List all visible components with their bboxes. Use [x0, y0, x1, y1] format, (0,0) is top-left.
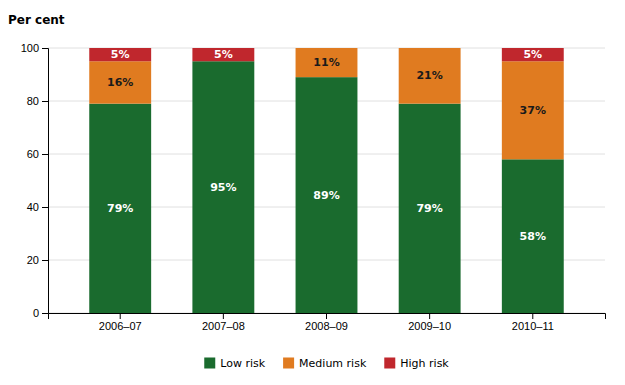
x-tick-mark	[120, 313, 121, 319]
bar-segment	[89, 61, 151, 103]
x-tick: 2007–08	[202, 313, 245, 332]
y-tick: 100	[21, 42, 48, 54]
x-tick-mark	[326, 313, 327, 319]
bar-segment	[192, 48, 254, 61]
bar-segment	[192, 61, 254, 313]
y-tick: 0	[33, 307, 48, 319]
bar-segment	[89, 48, 151, 61]
y-tick: 80	[27, 95, 48, 107]
legend-label: High risk	[400, 357, 449, 370]
bar-segment	[502, 48, 564, 61]
data-label: 16%	[107, 76, 133, 89]
x-tick-label: 2007–08	[202, 320, 245, 332]
data-label: 5%	[111, 48, 130, 61]
data-label: 79%	[416, 202, 442, 215]
y-tick-label: 40	[27, 201, 39, 213]
bar-segment	[89, 104, 151, 313]
bar-segment	[296, 77, 358, 313]
x-tick-label: 2010–11	[512, 320, 554, 332]
y-axis-line	[42, 49, 49, 314]
data-labels: 79% 95% 89% 79% 58% 16% 11% 21% 37% 5% 5% 5%	[107, 48, 546, 243]
x-tick: 2008–09	[305, 313, 348, 332]
y-tick-label: 20	[27, 254, 39, 266]
chart: 0 20 40 60 80 100 2006–07 2007–08 2008–09 2009–10…	[0, 0, 625, 385]
y-tick: 40	[27, 201, 48, 213]
data-label: 5%	[523, 48, 542, 61]
data-label: 95%	[210, 181, 236, 194]
plot: 0 20 40 60 80 100 2006–07 2007–08 2008–09 2009–10…	[21, 42, 606, 332]
bar-segment	[399, 48, 461, 49]
x-axis: 2006–07 2007–08 2008–09 2009–10 2010–11	[49, 313, 606, 332]
x-tick-mark	[429, 313, 430, 319]
x-tick: 2006–07	[99, 313, 142, 332]
legend-item: Low risk	[204, 357, 265, 370]
y-tick-mark	[42, 101, 48, 102]
data-label: 37%	[520, 104, 546, 117]
y-tick-mark	[42, 260, 48, 261]
y-tick: 60	[27, 148, 48, 160]
bars	[89, 48, 563, 313]
legend-label: Low risk	[220, 357, 265, 370]
y-tick: 20	[27, 254, 48, 266]
legend-item: High risk	[384, 357, 449, 370]
y-tick-mark	[42, 207, 48, 208]
series	[89, 48, 563, 159]
y-tick-label: 0	[33, 307, 39, 319]
x-axis-line	[49, 314, 606, 320]
bar-segment	[296, 48, 358, 49]
series	[89, 61, 563, 313]
legend-swatch	[283, 358, 294, 369]
y-tick-mark	[42, 313, 48, 314]
legend: Low risk Medium risk High risk	[204, 357, 449, 370]
bar-segment	[502, 61, 564, 159]
y-tick-mark	[42, 154, 48, 155]
bar-segment	[502, 159, 564, 313]
data-label: 11%	[313, 56, 339, 69]
data-label: 58%	[520, 230, 546, 243]
y-axis: 0 20 40 60 80 100	[21, 42, 49, 319]
legend-swatch	[204, 358, 215, 369]
data-label: 5%	[214, 48, 233, 61]
x-tick-label: 2009–10	[408, 320, 451, 332]
bar-segment	[296, 48, 358, 77]
y-tick-label: 100	[21, 42, 39, 54]
bar-segment	[399, 48, 461, 104]
legend-label: Medium risk	[299, 357, 367, 370]
data-label: 79%	[107, 202, 133, 215]
grid	[48, 48, 605, 313]
x-tick: 2009–10	[408, 313, 451, 332]
y-tick-mark	[42, 48, 48, 49]
bar-segment	[399, 104, 461, 313]
y-axis-title: Per cent	[8, 13, 65, 27]
legend-swatch	[384, 358, 395, 369]
legend-item: Medium risk	[283, 357, 367, 370]
x-tick-label: 2006–07	[99, 320, 142, 332]
x-tick-label: 2008–09	[305, 320, 348, 332]
data-label: 21%	[416, 69, 442, 82]
x-tick: 2010–11	[512, 313, 554, 332]
x-tick-mark	[223, 313, 224, 319]
x-tick-mark	[532, 313, 533, 319]
y-tick-label: 80	[27, 95, 39, 107]
y-tick-label: 60	[27, 148, 39, 160]
data-label: 89%	[313, 189, 339, 202]
